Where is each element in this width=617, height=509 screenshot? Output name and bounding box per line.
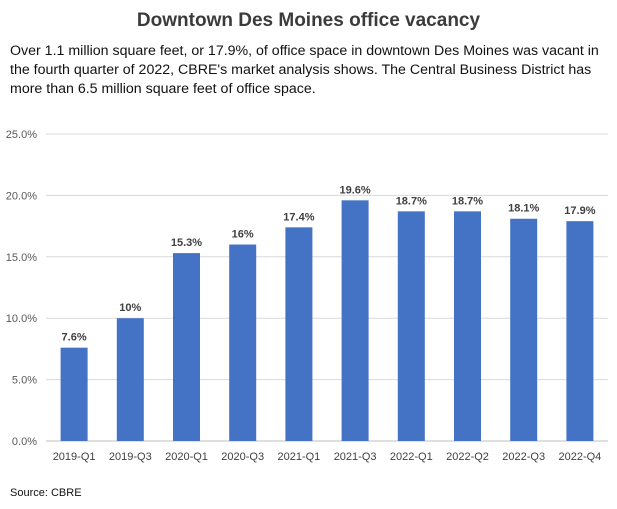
bar [566, 221, 594, 441]
x-tick-label: 2019-Q1 [53, 451, 96, 463]
y-tick-label: 0.0% [12, 436, 37, 448]
x-tick-label: 2020-Q1 [165, 451, 208, 463]
y-tick-label: 20.0% [6, 190, 37, 202]
x-tick-label: 2022-Q1 [390, 451, 433, 463]
y-tick-label: 25.0% [6, 129, 37, 141]
source-note: Source: CBRE [10, 487, 82, 499]
bar [116, 318, 144, 441]
data-label: 16% [232, 229, 254, 241]
data-label: 17.9% [564, 205, 595, 217]
bar [60, 347, 88, 441]
y-tick-label: 15.0% [6, 252, 37, 264]
x-tick-label: 2021-Q3 [334, 451, 377, 463]
bar [510, 218, 538, 441]
chart-title: Downtown Des Moines office vacancy [136, 10, 481, 31]
x-tick-label: 2021-Q1 [277, 451, 320, 463]
bar [341, 200, 369, 441]
x-tick-label: 2022-Q2 [446, 451, 489, 463]
data-label: 18.7% [396, 195, 427, 207]
data-label: 19.6% [339, 184, 370, 196]
data-label: 15.3% [171, 237, 202, 249]
x-tick-label: 2022-Q3 [502, 451, 545, 463]
y-tick-label: 5.0% [12, 375, 37, 387]
bar [397, 211, 425, 441]
x-tick-label: 2020-Q3 [221, 451, 264, 463]
y-tick-label: 10.0% [6, 313, 37, 325]
bar [454, 211, 481, 441]
data-label: 7.6% [62, 332, 87, 344]
bar [285, 227, 313, 441]
chart-subtitle: Over 1.1 million square feet, or 17.9%, … [10, 43, 599, 97]
data-label: 18.1% [508, 203, 539, 215]
data-label: 10% [119, 302, 141, 314]
x-tick-label: 2022-Q4 [558, 451, 601, 463]
bar [229, 244, 257, 441]
x-tick-label: 2019-Q3 [109, 451, 152, 463]
data-label: 18.7% [452, 195, 483, 207]
data-label: 17.4% [283, 211, 314, 223]
bar [173, 253, 200, 441]
